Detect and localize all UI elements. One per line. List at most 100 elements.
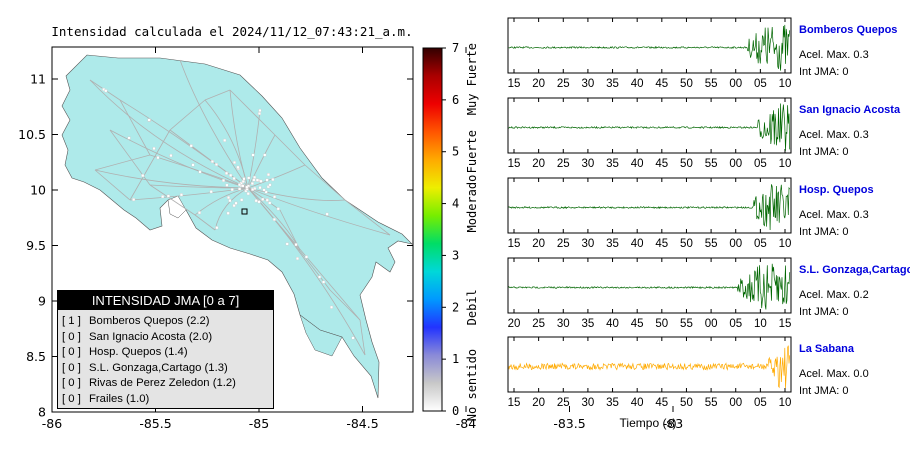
station-marker [236,165,240,169]
station-marker [257,200,261,204]
jma-intensity: Int JMA: 0 [799,306,849,318]
max-acceleration: Acel. Max. 0.2 [799,289,869,301]
seismogram-tick-label: 20 [532,397,545,409]
colorbar-category-label: Fuerte [465,130,479,173]
osa-peninsula [299,314,343,357]
jma-intensity: Int JMA: 0 [799,226,849,238]
seismogram-waveform [508,103,791,151]
map-x-tick-label: -85 [249,416,269,431]
seismogram-tick-label: 55 [705,238,718,250]
map-y-tick-label: 8.5 [26,349,46,364]
station-marker [132,198,136,202]
station-marker [330,305,334,309]
seismogram-tick-label: 55 [705,158,718,170]
station-marker [263,153,267,157]
seismogram-xlabel: Tiempo (s) [620,416,677,430]
station-marker [191,163,195,167]
station-marker [265,178,269,182]
station-marker [264,190,268,194]
seismogram-tick-label: 35 [582,318,595,330]
nicoya-gulf [167,195,187,219]
max-acceleration: Acel. Max. 0.3 [799,129,869,141]
station-marker [265,198,269,202]
seismogram-tick-label: 25 [532,318,545,330]
map-x-tick-label: -84.5 [346,416,378,431]
station-marker [294,243,298,247]
max-acceleration: Acel. Max. 0.3 [799,209,869,221]
legend-item-rank: [ 0 ] [62,346,81,359]
seismogram-tick-label: 25 [557,397,570,409]
station-name: Bomberos Quepos [799,24,897,36]
seismogram-tick-label: 20 [532,158,545,170]
map-y-tick-label: 8 [38,405,46,420]
legend-item-rank: [ 0 ] [62,392,81,405]
station-marker [271,178,275,182]
seismogram-tick-label: 00 [729,158,742,170]
seismogram-tick-label: 20 [508,318,521,330]
station-marker [209,190,213,194]
legend-item: [ 0 ] Frailes (1.0) [62,392,273,408]
seismogram-frame [507,17,792,74]
seismogram-tick-label: 35 [606,397,619,409]
station-marker [304,255,308,259]
station-marker [240,198,244,202]
legend-item-label: Rivas de Perez Zeledon (1.2) [89,377,236,390]
colorbar-category-label: Moderado [465,175,479,233]
seismogram-tick-label: 40 [606,318,619,330]
seismogram-tick-label: 05 [754,78,767,90]
station-marker [266,185,270,189]
colorbar-labels: No sentido Debil Moderado Fuerte Muy Fuerte [465,43,479,421]
seismogram-tick-label: 30 [582,238,595,250]
station-marker [179,193,183,197]
seismogram-waveform [508,345,791,389]
station-markers [102,87,355,340]
legend-item-label: Frailes (1.0) [89,392,150,405]
station-marker [197,211,201,215]
seismogram-tick-label: 00 [705,318,718,330]
seismogram-waveform [508,184,790,231]
legend-item-rank: [ 1 ] [62,315,81,327]
seismogram-tick-label: 40 [631,78,644,90]
seismogram-tick-label: 15 [779,318,792,330]
station-marker [234,201,238,205]
legend-item: [ 0 ] San Ignacio Acosta (2.0) [62,330,273,346]
seismogram-tick-label: 15 [508,158,521,170]
station-name: San Ignacio Acosta [799,104,901,116]
station-marker [230,188,234,192]
seismogram-frame [507,257,792,314]
station-marker [152,147,156,151]
station-marker [261,197,265,201]
colorbar-tick-label: 7 [452,41,459,55]
seismogram-tick-label: 35 [606,78,619,90]
station-marker [242,177,246,181]
seismogram-tick-label: 15 [508,238,521,250]
station-marker [232,176,236,180]
seismogram-tick-label: 35 [606,158,619,170]
station-marker [273,195,277,199]
seismogram-tick-label: 10 [754,318,767,330]
seismogram-tick-label: 15 [508,78,521,90]
station-marker [238,187,242,191]
station-marker [258,108,262,112]
station-marker [189,144,193,148]
seismogram-tick-label: 20 [532,78,545,90]
seismogram-tick-label: 40 [631,397,644,409]
station-marker [318,275,322,279]
max-acceleration: Acel. Max. 0.0 [799,368,869,380]
seismogram-tick-label: 00 [729,78,742,90]
seismogram-tick-label: 05 [754,238,767,250]
station-marker [198,170,202,174]
station-marker [254,199,258,203]
seismogram-tick-label: 10 [779,78,792,90]
station-marker [262,188,266,192]
seismogram-tick-label: 00 [729,238,742,250]
legend-item-label: Bomberos Quepos (2.2) [89,315,210,327]
map-title: Intensidad calculada el 2024/11/12_07:43… [51,24,412,39]
station-marker [251,153,255,157]
seismogram-panel: 15 20 25 30 35 40 45 50 55 00 05 10 San Ignacio Acos… [507,97,901,170]
station-marker [141,174,145,178]
station-marker [215,226,219,230]
map-y-tick-label: 9.5 [26,238,46,253]
seismogram-tick-label: 45 [655,78,668,90]
